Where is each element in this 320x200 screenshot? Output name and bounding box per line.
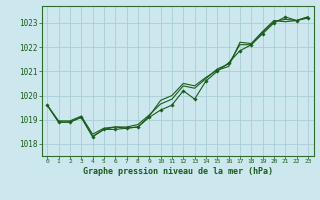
X-axis label: Graphe pression niveau de la mer (hPa): Graphe pression niveau de la mer (hPa) <box>83 167 273 176</box>
